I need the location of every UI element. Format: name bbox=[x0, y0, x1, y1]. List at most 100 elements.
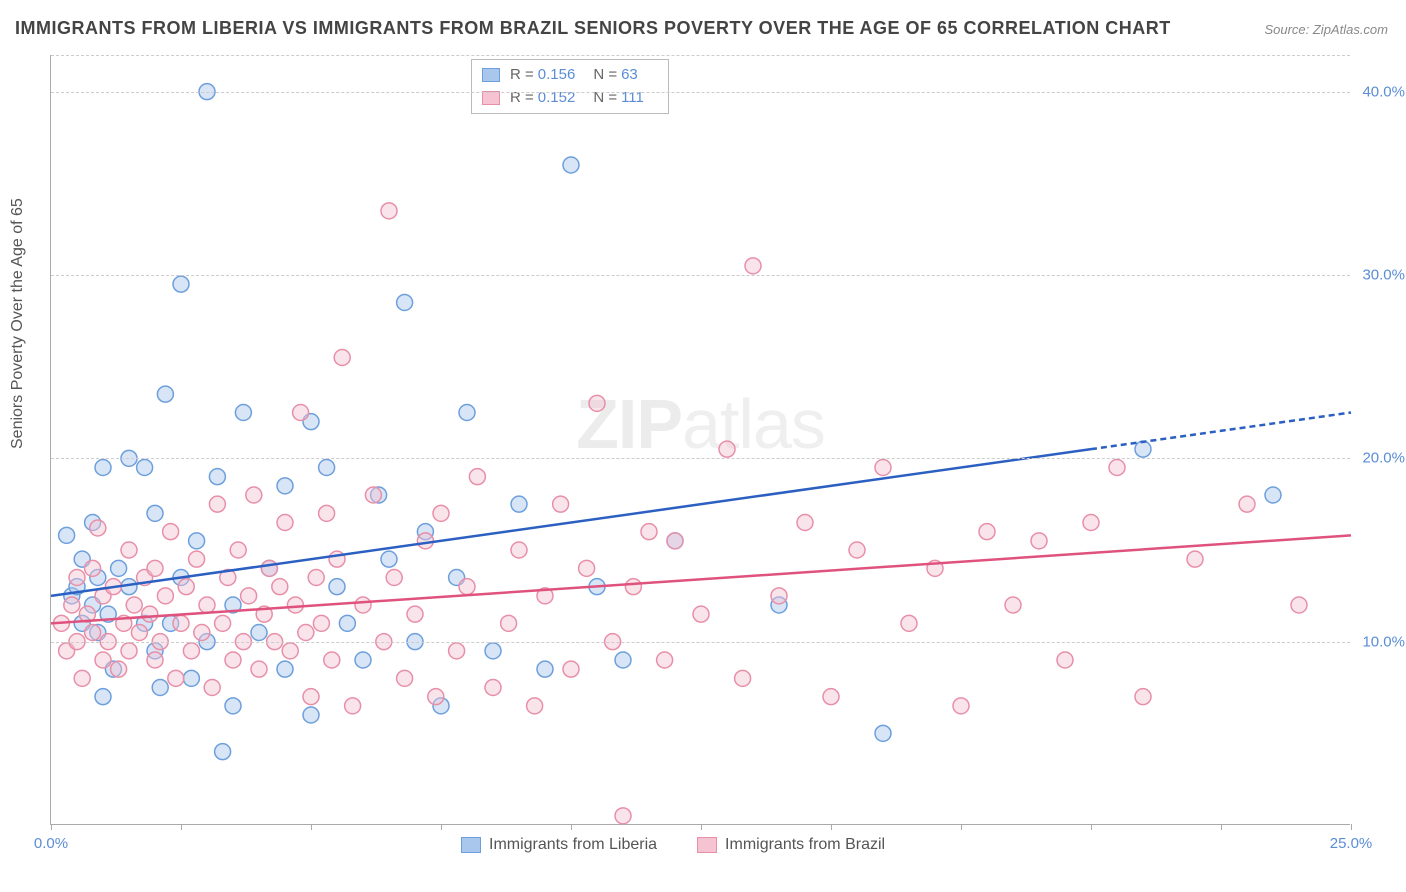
y-tick-label: 10.0% bbox=[1362, 633, 1405, 650]
scatter-point bbox=[163, 524, 179, 540]
scatter-point bbox=[641, 524, 657, 540]
scatter-point bbox=[209, 469, 225, 485]
scatter-point bbox=[1239, 496, 1255, 512]
scatter-point bbox=[745, 258, 761, 274]
scatter-point bbox=[823, 689, 839, 705]
grid-line bbox=[51, 642, 1350, 643]
scatter-point bbox=[189, 533, 205, 549]
scatter-point bbox=[397, 670, 413, 686]
scatter-point bbox=[324, 652, 340, 668]
scatter-point bbox=[433, 505, 449, 521]
chart-plot-area: ZIPatlas R = 0.156 N = 63 R = 0.152 N = … bbox=[50, 55, 1350, 825]
scatter-point bbox=[355, 597, 371, 613]
scatter-point bbox=[485, 680, 501, 696]
x-tick-mark bbox=[441, 824, 442, 830]
scatter-point bbox=[272, 579, 288, 595]
scatter-point bbox=[303, 689, 319, 705]
scatter-point bbox=[979, 524, 995, 540]
scatter-point bbox=[1031, 533, 1047, 549]
legend-label-brazil: Immigrants from Brazil bbox=[725, 836, 885, 853]
scatter-point bbox=[131, 625, 147, 641]
scatter-point bbox=[365, 487, 381, 503]
scatter-point bbox=[719, 441, 735, 457]
scatter-point bbox=[246, 487, 262, 503]
scatter-point bbox=[225, 698, 241, 714]
scatter-point bbox=[428, 689, 444, 705]
scatter-point bbox=[625, 579, 641, 595]
scatter-point bbox=[261, 560, 277, 576]
scatter-point bbox=[251, 661, 267, 677]
scatter-point bbox=[485, 643, 501, 659]
scatter-point bbox=[173, 276, 189, 292]
scatter-point bbox=[287, 597, 303, 613]
scatter-point bbox=[537, 661, 553, 677]
scatter-point bbox=[85, 560, 101, 576]
x-tick-mark bbox=[1221, 824, 1222, 830]
scatter-point bbox=[579, 560, 595, 576]
scatter-point bbox=[563, 661, 579, 677]
scatter-point bbox=[381, 203, 397, 219]
scatter-point bbox=[313, 615, 329, 631]
scatter-point bbox=[241, 588, 257, 604]
scatter-point bbox=[1083, 515, 1099, 531]
scatter-point bbox=[298, 625, 314, 641]
x-tick-mark bbox=[1091, 824, 1092, 830]
scatter-point bbox=[199, 597, 215, 613]
trend-line-extension bbox=[1091, 413, 1351, 450]
x-tick-mark bbox=[831, 824, 832, 830]
scatter-point bbox=[553, 496, 569, 512]
scatter-point bbox=[1187, 551, 1203, 567]
scatter-point bbox=[308, 570, 324, 586]
grid-line bbox=[51, 55, 1350, 56]
scatter-point bbox=[1291, 597, 1307, 613]
scatter-point bbox=[282, 643, 298, 659]
grid-line bbox=[51, 92, 1350, 93]
y-tick-label: 40.0% bbox=[1362, 83, 1405, 100]
x-tick-mark bbox=[701, 824, 702, 830]
scatter-point bbox=[339, 615, 355, 631]
scatter-point bbox=[397, 295, 413, 311]
x-tick-mark bbox=[181, 824, 182, 830]
scatter-point bbox=[137, 460, 153, 476]
scatter-point bbox=[85, 625, 101, 641]
scatter-point bbox=[194, 625, 210, 641]
x-tick-mark bbox=[961, 824, 962, 830]
x-tick-label: 25.0% bbox=[1330, 835, 1373, 852]
grid-line bbox=[51, 458, 1350, 459]
scatter-point bbox=[511, 496, 527, 512]
scatter-point bbox=[173, 615, 189, 631]
scatter-point bbox=[1057, 652, 1073, 668]
grid-line bbox=[51, 275, 1350, 276]
scatter-point bbox=[875, 460, 891, 476]
scatter-point bbox=[1005, 597, 1021, 613]
scatter-point bbox=[449, 643, 465, 659]
scatter-point bbox=[1265, 487, 1281, 503]
legend-item-liberia: Immigrants from Liberia bbox=[461, 836, 657, 854]
x-tick-label: 0.0% bbox=[34, 835, 68, 852]
scatter-point bbox=[95, 652, 111, 668]
scatter-point bbox=[277, 515, 293, 531]
legend-swatch-liberia bbox=[461, 837, 481, 853]
scatter-point bbox=[235, 405, 251, 421]
legend-item-brazil: Immigrants from Brazil bbox=[697, 836, 885, 854]
scatter-point bbox=[469, 469, 485, 485]
scatter-point bbox=[417, 533, 433, 549]
chart-title: IMMIGRANTS FROM LIBERIA VS IMMIGRANTS FR… bbox=[15, 18, 1171, 39]
scatter-point bbox=[511, 542, 527, 558]
scatter-point bbox=[95, 460, 111, 476]
scatter-point bbox=[147, 560, 163, 576]
scatter-point bbox=[1135, 441, 1151, 457]
scatter-point bbox=[797, 515, 813, 531]
scatter-point bbox=[407, 606, 423, 622]
scatter-point bbox=[501, 615, 517, 631]
scatter-point bbox=[157, 588, 173, 604]
y-axis-label: Seniors Poverty Over the Age of 65 bbox=[9, 198, 27, 449]
scatter-point bbox=[667, 533, 683, 549]
scatter-point bbox=[615, 808, 631, 824]
scatter-point bbox=[74, 670, 90, 686]
scatter-point bbox=[329, 579, 345, 595]
scatter-point bbox=[95, 689, 111, 705]
x-tick-mark bbox=[1351, 824, 1352, 830]
scatter-point bbox=[168, 670, 184, 686]
x-tick-mark bbox=[311, 824, 312, 830]
